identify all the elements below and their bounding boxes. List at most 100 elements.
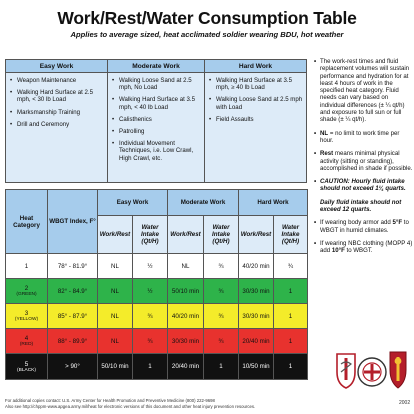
heat-category-table: Heat Category WBGT Index, F° Easy Work M… [5, 189, 308, 380]
medical-crest-logo [336, 353, 356, 389]
note-daily-intake: Daily fluid intake should not exceed 12 … [320, 198, 402, 214]
moderate-water-cell: 1 [203, 353, 239, 380]
note-nl-term: NL [320, 129, 329, 137]
moderate-water-cell: ¾ [203, 303, 239, 329]
note-nbc: If wearing NBC clothing (MOPP 4) add 10°… [313, 240, 413, 255]
wbgt-cell: 88° - 89.9° [47, 328, 98, 354]
easy-work-rest-cell: NL [97, 303, 133, 329]
moderate-work-rest-cell: NL [167, 253, 204, 279]
activity-table: Easy Work Moderate Work Hard Work Weapon… [5, 59, 307, 183]
army-medical-seal [357, 357, 387, 387]
note-nl-text: = no limit to work time per hour. [320, 129, 400, 144]
footer-contact: For additional copies contact: U.S. Army… [5, 398, 215, 403]
hard-water-cell: ¾ [273, 253, 308, 279]
hard-work-header: Hard Work [205, 60, 306, 73]
heat-category-color-name: (RED) [19, 342, 34, 347]
moderate-work-header: Moderate Work [108, 60, 205, 73]
easy-water-cell: ½ [132, 278, 168, 304]
hard-water-cell: 1 [273, 353, 308, 380]
moderate-work-rest-cell: 20/40 min [167, 353, 204, 380]
list-item: Field Assaults [208, 116, 303, 123]
easy-work-rest-cell: NL [97, 253, 133, 279]
hard-work-rest-cell: 10/50 min [238, 353, 274, 380]
moderate-water-cell: ¾ [203, 278, 239, 304]
easy-work-rest-cell: NL [97, 328, 133, 354]
moderate-work-rest-cell: 30/30 min [167, 328, 204, 354]
note-nbc-value: 10°F [331, 247, 345, 255]
page-title: Work/Rest/Water Consumption Table [57, 8, 357, 28]
heat-category-cell: 4 (RED) [5, 328, 48, 354]
heat-category-color-name: (GREEN) [16, 292, 37, 297]
note-body-armor-value: 5°F [392, 219, 403, 227]
easy-water-cell: ½ [132, 253, 168, 279]
moderate-water-cell: ¾ [203, 253, 239, 279]
heat-category-number: 3 [24, 310, 29, 317]
hard-work-rest-cell: 20/40 min [238, 328, 274, 354]
water-intake-header: Water Intake (Qt/H) [273, 215, 308, 254]
moderate-work-group-header: Moderate Work [167, 189, 239, 216]
easy-water-cell: 1 [132, 353, 168, 380]
wbgt-header: WBGT Index, F° [47, 189, 98, 254]
water-intake-header: Water Intake (Qt/H) [203, 215, 239, 254]
heat-table-row: 1 78° - 81.9° NL ½ NL ¾ 40/20 min ¾ [5, 253, 308, 279]
heat-category-number: 5 [24, 360, 29, 368]
easy-water-cell: ¾ [132, 303, 168, 329]
moderate-water-cell: ¾ [203, 328, 239, 354]
easy-work-rest-cell: NL [97, 278, 133, 304]
water-intake-header: Water Intake (Qt/H) [132, 215, 168, 254]
year-label: 2002 [399, 400, 411, 406]
work-rest-header: Work/Rest [167, 215, 204, 254]
heat-category-cell: 5 (BLACK) [5, 353, 48, 380]
note-nbc-text: If wearing NBC clothing (MOPP 4) add [320, 239, 413, 255]
hard-work-rest-cell: 30/30 min [238, 303, 274, 329]
work-rest-header: Work/Rest [97, 215, 133, 254]
agency-logos [336, 351, 407, 389]
hard-work-group-header: Hard Work [238, 189, 308, 216]
list-item: Walking Hard Surface at 2.5 mph, < 30 lb… [9, 89, 104, 103]
heat-category-cell: 1 [5, 253, 48, 279]
note-body-armor-text-end: to WBGT in humid climates. [320, 219, 409, 234]
note-rest: Rest means minimal physical activity (si… [313, 150, 413, 172]
list-item: Walking Hard Surface at 3.5 mph, < 40 lb… [111, 96, 201, 110]
easy-work-group-header: Easy Work [97, 189, 168, 216]
note-nbc-text-end: to WBGT. [344, 247, 373, 255]
heat-category-cell: 2 (GREEN) [5, 278, 48, 304]
work-rest-header: Work/Rest [238, 215, 274, 254]
heat-category-cell: 3 (YELLOW) [5, 303, 48, 329]
note-rest-text: means minimal physical activity (sitting… [320, 150, 413, 172]
moderate-work-rest-cell: 40/20 min [167, 303, 204, 329]
note-body-armor-text: If wearing body armor add [320, 219, 393, 227]
hard-work-rest-cell: 40/20 min [238, 253, 274, 279]
wbgt-cell: 82° - 84.9° [47, 278, 98, 304]
heat-category-number: 4 [24, 335, 29, 342]
notes-column: The work-rest times and fluid replacemen… [313, 58, 413, 261]
list-item: Calisthenics [111, 116, 201, 123]
hard-water-cell: 1 [273, 303, 308, 329]
note-body-armor: If wearing body armor add 5°F to WBGT in… [313, 219, 413, 234]
wbgt-cell: 78° - 81.9° [47, 253, 98, 279]
footer-url: Also see http://chppm-www.apgea.army.mil… [5, 403, 256, 409]
easy-work-header: Easy Work [6, 60, 108, 73]
note-nl: NL = no limit to work time per hour. [313, 130, 413, 145]
page-subtitle: Applies to average sized, heat acclimate… [70, 30, 344, 39]
heat-category-number: 2 [24, 285, 29, 292]
easy-water-cell: ¾ [132, 328, 168, 354]
list-item: Weapon Maintenance [9, 77, 104, 84]
heat-table-row: 3 (YELLOW) 85° - 87.9° NL ¾ 40/20 min ¾ 30/30 m… [5, 303, 308, 329]
hard-work-rest-cell: 30/30 min [238, 278, 274, 304]
heat-table-row: 4 (RED) 88° - 89.9° NL ¾ 30/30 min ¾ 20/40 min 1 [5, 328, 308, 354]
easy-work-list: Weapon Maintenance Walking Hard Surface … [6, 73, 108, 182]
unit-insignia-logo [389, 351, 407, 389]
easy-work-rest-cell: 50/10 min [97, 353, 133, 380]
hard-water-cell: 1 [273, 328, 308, 354]
heat-category-number: 1 [24, 262, 29, 270]
note-work-rest: The work-rest times and fluid replacemen… [313, 58, 413, 124]
wbgt-cell: 85° - 87.9° [47, 303, 98, 329]
hard-work-list: Walking Hard Surface at 3.5 mph, ≥ 40 lb… [205, 73, 306, 182]
note-rest-term: Rest [320, 150, 334, 158]
list-item: Walking Loose Sand at 2.5 mph with Load [208, 96, 303, 110]
heat-category-color-name: (YELLOW) [14, 317, 39, 322]
hard-water-cell: 1 [273, 278, 308, 304]
list-item: Patrolling [111, 128, 201, 135]
